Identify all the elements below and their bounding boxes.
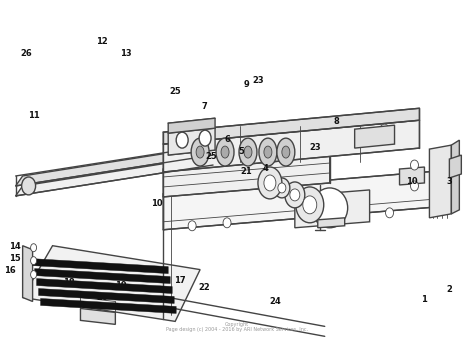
Text: 20: 20 bbox=[97, 293, 108, 303]
Polygon shape bbox=[400, 167, 424, 185]
Text: 23: 23 bbox=[309, 143, 321, 152]
Ellipse shape bbox=[223, 218, 231, 228]
Polygon shape bbox=[163, 120, 419, 172]
Polygon shape bbox=[318, 218, 345, 228]
Ellipse shape bbox=[277, 138, 295, 166]
Ellipse shape bbox=[303, 196, 317, 214]
Text: 6: 6 bbox=[225, 134, 230, 144]
Text: 3: 3 bbox=[447, 177, 453, 186]
Text: 10: 10 bbox=[151, 199, 163, 209]
Polygon shape bbox=[451, 140, 459, 214]
Text: 13: 13 bbox=[120, 49, 132, 58]
Ellipse shape bbox=[282, 146, 290, 158]
Text: 25: 25 bbox=[205, 152, 217, 161]
Polygon shape bbox=[295, 190, 370, 228]
Text: 14: 14 bbox=[9, 242, 21, 251]
Text: 5: 5 bbox=[239, 146, 245, 155]
Polygon shape bbox=[163, 155, 330, 197]
Ellipse shape bbox=[31, 244, 36, 252]
Text: 18: 18 bbox=[64, 278, 75, 287]
Text: ARI PartStream: ARI PartStream bbox=[183, 172, 291, 185]
Ellipse shape bbox=[188, 221, 196, 231]
Polygon shape bbox=[16, 155, 218, 196]
Polygon shape bbox=[38, 288, 174, 304]
Ellipse shape bbox=[278, 183, 286, 193]
Ellipse shape bbox=[264, 175, 276, 191]
Text: 25: 25 bbox=[170, 87, 182, 96]
Polygon shape bbox=[163, 170, 449, 230]
Ellipse shape bbox=[239, 138, 257, 166]
Ellipse shape bbox=[199, 130, 211, 146]
Text: 2: 2 bbox=[447, 285, 453, 294]
Polygon shape bbox=[23, 246, 200, 321]
Ellipse shape bbox=[216, 138, 234, 166]
Ellipse shape bbox=[176, 132, 188, 148]
Ellipse shape bbox=[244, 146, 252, 158]
Ellipse shape bbox=[221, 146, 229, 158]
Ellipse shape bbox=[290, 189, 300, 201]
Text: 26: 26 bbox=[21, 49, 33, 58]
Polygon shape bbox=[33, 259, 168, 274]
Text: 21: 21 bbox=[241, 167, 252, 176]
Ellipse shape bbox=[31, 271, 36, 279]
Text: 11: 11 bbox=[28, 111, 40, 120]
Ellipse shape bbox=[296, 187, 324, 223]
Polygon shape bbox=[23, 246, 33, 301]
Ellipse shape bbox=[380, 124, 390, 136]
Ellipse shape bbox=[191, 138, 209, 166]
Polygon shape bbox=[36, 279, 172, 294]
Polygon shape bbox=[35, 269, 170, 284]
Text: 10: 10 bbox=[406, 177, 418, 186]
Text: 15: 15 bbox=[9, 254, 21, 263]
Ellipse shape bbox=[274, 178, 290, 198]
Polygon shape bbox=[41, 298, 176, 314]
Ellipse shape bbox=[264, 146, 272, 158]
Ellipse shape bbox=[285, 182, 305, 208]
Text: 17: 17 bbox=[174, 276, 186, 285]
Ellipse shape bbox=[22, 177, 36, 195]
Polygon shape bbox=[163, 108, 419, 144]
Text: 23: 23 bbox=[253, 76, 264, 85]
Text: 8: 8 bbox=[333, 117, 339, 127]
Ellipse shape bbox=[410, 160, 419, 170]
Ellipse shape bbox=[196, 146, 204, 158]
Ellipse shape bbox=[259, 138, 277, 166]
Polygon shape bbox=[16, 145, 218, 186]
Text: 12: 12 bbox=[96, 37, 108, 46]
Text: Copyright
Page design (c) 2004 - 2016 by ARI Network Services, Inc.: Copyright Page design (c) 2004 - 2016 by… bbox=[166, 321, 308, 332]
Ellipse shape bbox=[31, 257, 36, 264]
Polygon shape bbox=[81, 308, 115, 324]
Text: 22: 22 bbox=[198, 283, 210, 292]
Text: 1: 1 bbox=[421, 295, 427, 304]
Ellipse shape bbox=[312, 188, 347, 228]
Ellipse shape bbox=[258, 167, 282, 199]
Text: 4: 4 bbox=[263, 164, 268, 173]
Polygon shape bbox=[168, 118, 215, 133]
Polygon shape bbox=[449, 155, 461, 178]
Text: 9: 9 bbox=[244, 80, 249, 89]
Text: 16: 16 bbox=[4, 266, 16, 275]
Text: 7: 7 bbox=[201, 102, 207, 111]
Ellipse shape bbox=[410, 181, 419, 191]
Polygon shape bbox=[355, 125, 394, 148]
Text: 24: 24 bbox=[269, 297, 281, 306]
Text: 19: 19 bbox=[115, 282, 127, 291]
Polygon shape bbox=[429, 145, 451, 218]
Ellipse shape bbox=[385, 208, 393, 218]
Polygon shape bbox=[168, 128, 215, 155]
